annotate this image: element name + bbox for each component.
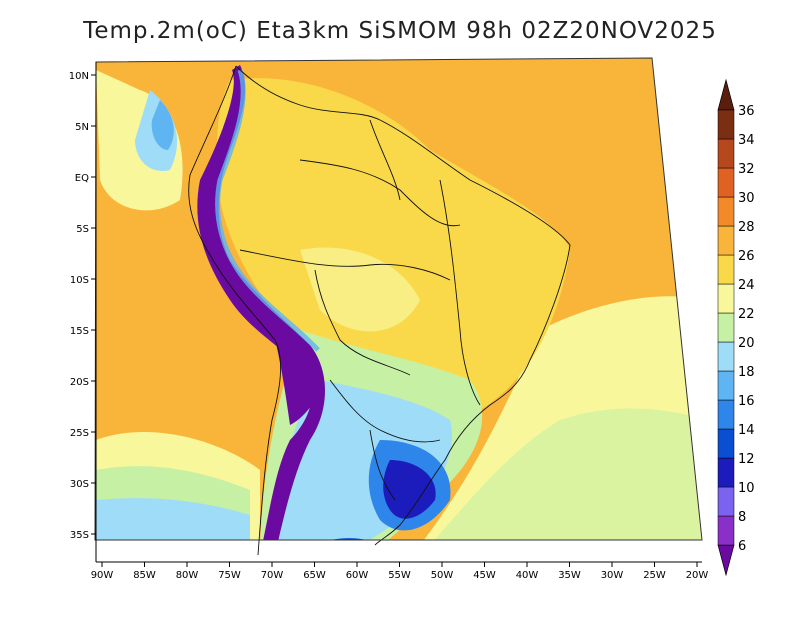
lat-tick-label: 10N bbox=[69, 71, 89, 82]
colorbar-segment bbox=[717, 486, 735, 517]
colorbar-segment bbox=[717, 196, 735, 227]
lon-tick-label: 45W bbox=[473, 570, 496, 581]
coastline-east bbox=[235, 65, 571, 546]
field-nw-pacific-blue bbox=[151, 100, 174, 150]
border-argentina bbox=[369, 429, 396, 501]
colorbar-segment bbox=[717, 254, 735, 285]
field-andes-cold bbox=[197, 65, 325, 540]
colorbar-segment bbox=[717, 225, 735, 256]
border-state-2 bbox=[369, 119, 401, 201]
lat-tick-label: 5N bbox=[75, 122, 89, 133]
colorbar-label: 16 bbox=[738, 394, 755, 409]
lon-tick-label: 90W bbox=[91, 570, 114, 581]
colorbar: 6 8 10 12 14 16 18 20 22 24 26 28 30 32 34 36 bbox=[717, 78, 755, 577]
lon-tick-label: 25W bbox=[643, 570, 666, 581]
colorbar-label: 24 bbox=[738, 278, 755, 293]
lon-tick-label: 75W bbox=[218, 570, 241, 581]
colorbar-segment bbox=[717, 312, 735, 343]
coastline-west bbox=[188, 65, 282, 556]
colorbar-label: 10 bbox=[738, 481, 755, 496]
colorbar-label: 34 bbox=[738, 133, 755, 148]
field-patagonia-blue bbox=[330, 538, 385, 540]
lat-tick-label: 15S bbox=[70, 326, 89, 337]
map-title: Temp.2m(oC) Eta3km SiSMOM 98h 02Z20NOV20… bbox=[83, 18, 717, 44]
colorbar-label: 14 bbox=[738, 423, 755, 438]
lon-tick-label: 20W bbox=[686, 570, 709, 581]
colorbar-segment bbox=[717, 341, 735, 372]
lat-tick-label: 30S bbox=[70, 479, 89, 490]
colorbar-label: 18 bbox=[738, 365, 755, 380]
lon-tick-label: 40W bbox=[516, 570, 539, 581]
border-state-1 bbox=[439, 179, 481, 406]
lon-tick-label: 85W bbox=[133, 570, 156, 581]
lon-tick-label: 35W bbox=[558, 570, 581, 581]
colorbar-segment bbox=[717, 138, 735, 169]
lat-tick-label: 20S bbox=[70, 377, 89, 388]
colorbar-segment bbox=[717, 370, 735, 401]
lat-tick-label: 10S bbox=[70, 275, 89, 286]
field-green-atlantic bbox=[430, 408, 702, 540]
field-cyan-pacific bbox=[96, 498, 250, 540]
colorbar-segment bbox=[717, 399, 735, 430]
field-altiplano bbox=[270, 320, 322, 425]
lon-tick-label: 80W bbox=[176, 570, 199, 581]
field-andes-edge bbox=[215, 69, 320, 352]
field-south-deepblue bbox=[383, 460, 436, 519]
border-paraguay bbox=[329, 379, 441, 443]
colorbar-label: 6 bbox=[738, 539, 746, 554]
colorbar-label: 32 bbox=[738, 162, 755, 177]
border-central bbox=[239, 249, 451, 281]
lon-tick-label: 30W bbox=[601, 570, 624, 581]
lat-tick-label: EQ bbox=[75, 173, 89, 184]
colorbar-segment bbox=[717, 283, 735, 314]
border-bolivia bbox=[314, 269, 411, 376]
colorbar-label: 26 bbox=[738, 249, 755, 264]
colorbar-label: 36 bbox=[738, 104, 755, 119]
colorbar-segment bbox=[717, 457, 735, 488]
colorbar-segment bbox=[717, 515, 735, 546]
colorbar-segment bbox=[717, 428, 735, 459]
temperature-field bbox=[95, 58, 702, 540]
lon-tick-label: 70W bbox=[261, 570, 284, 581]
lat-tick-label: 35S bbox=[70, 530, 89, 541]
lat-tick-label: 5S bbox=[76, 224, 89, 235]
colorbar-max-triangle bbox=[717, 78, 735, 111]
colorbar-min-triangle bbox=[717, 544, 735, 577]
colorbar-segment bbox=[717, 167, 735, 198]
lon-tick-label: 65W bbox=[303, 570, 326, 581]
lon-tick-label: 50W bbox=[431, 570, 454, 581]
colorbar-segment bbox=[717, 109, 735, 140]
colorbar-label: 22 bbox=[738, 307, 755, 322]
border-north bbox=[299, 159, 461, 227]
colorbar-label: 30 bbox=[738, 191, 755, 206]
lat-tick-label: 25S bbox=[70, 428, 89, 439]
colorbar-label: 12 bbox=[738, 452, 755, 467]
lon-tick-label: 60W bbox=[346, 570, 369, 581]
longitude-ticks: 90W 85W 80W 75W 70W 65W 60W 55W 50W 45W 40W 35W 30W 2… bbox=[91, 562, 709, 581]
latitude-ticks: 10N 5N EQ 5S 10S 15S 20S 25S 30S 35S bbox=[69, 71, 96, 541]
colorbar-label: 20 bbox=[738, 336, 755, 351]
political-borders bbox=[188, 65, 571, 556]
colorbar-label: 28 bbox=[738, 220, 755, 235]
lon-tick-label: 55W bbox=[388, 570, 411, 581]
colorbar-label: 8 bbox=[738, 510, 746, 525]
field-interior-warm bbox=[300, 247, 420, 332]
